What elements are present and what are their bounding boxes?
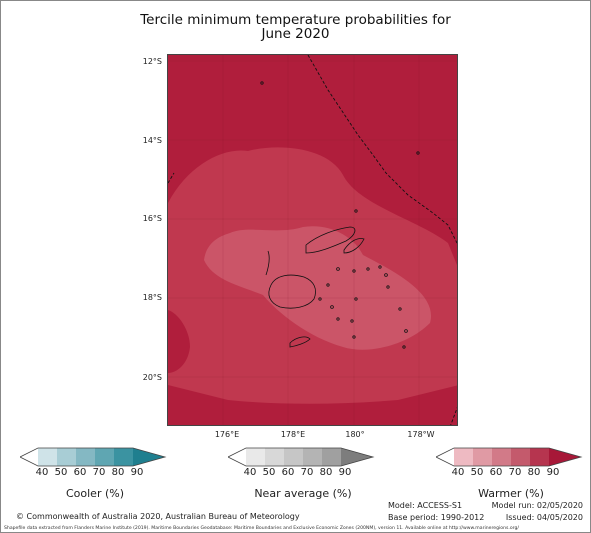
cooler-legend: 40 50 60 70 80 90 Cooler (%) bbox=[20, 447, 170, 507]
vanua-levu-island bbox=[305, 226, 356, 254]
warmer-90-coastal-patch bbox=[168, 310, 190, 373]
warmer-swatch-under bbox=[436, 448, 454, 466]
near-tick-90: 90 bbox=[338, 467, 352, 478]
warmer-legend-title: Warmer (%) bbox=[478, 487, 544, 500]
eez-boundary-bottom bbox=[450, 407, 457, 425]
warmer-tick-80: 80 bbox=[527, 467, 541, 478]
probability-map bbox=[167, 54, 458, 426]
shapefile-attribution: Shapefile data extracted from Flanders M… bbox=[4, 526, 519, 531]
cooler-swatch-60-70 bbox=[76, 448, 95, 466]
near-tick-80: 80 bbox=[319, 467, 333, 478]
copyright-notice: © Commonwealth of Australia 2020, Austra… bbox=[16, 512, 300, 521]
near-tick-50: 50 bbox=[262, 467, 276, 478]
near-average-legend-title: Near average (%) bbox=[254, 487, 352, 500]
warmer-70-region bbox=[204, 226, 432, 350]
viti-levu-island bbox=[268, 274, 316, 309]
cooler-swatch-50-60 bbox=[57, 448, 76, 466]
near-swatch-under bbox=[228, 448, 246, 466]
cooler-tick-60: 60 bbox=[73, 467, 87, 478]
cooler-tick-70: 70 bbox=[92, 467, 106, 478]
graticule bbox=[168, 55, 457, 425]
near-swatch-60-70 bbox=[284, 448, 303, 466]
probability-map-canvas bbox=[168, 55, 457, 425]
model-run-date: Model run: 02/05/2020 bbox=[491, 501, 583, 510]
warmer-tick-90: 90 bbox=[546, 467, 560, 478]
warmer-swatch-40-50 bbox=[454, 448, 473, 466]
near-average-colorbar bbox=[228, 447, 375, 467]
warmer-colorbar bbox=[436, 447, 583, 467]
warmer-swatch-over bbox=[549, 448, 581, 466]
warmer-swatch-80-90 bbox=[530, 448, 549, 466]
lon-label-178w: 178°W bbox=[407, 430, 435, 439]
cooler-tick-80: 80 bbox=[111, 467, 125, 478]
cooler-tick-40: 40 bbox=[35, 467, 49, 478]
lon-label-180: 180° bbox=[345, 430, 365, 439]
eez-boundary-left bbox=[168, 172, 175, 184]
warmer-swatch-70-80 bbox=[511, 448, 530, 466]
lat-label-18s: 18°S bbox=[142, 293, 162, 302]
near-swatch-over bbox=[341, 448, 373, 466]
cooler-tick-90: 90 bbox=[130, 467, 144, 478]
lat-label-16s: 16°S bbox=[142, 214, 162, 223]
cooler-legend-title: Cooler (%) bbox=[65, 487, 125, 500]
near-tick-40: 40 bbox=[243, 467, 257, 478]
lon-label-176e: 176°E bbox=[214, 430, 240, 439]
near-tick-70: 70 bbox=[300, 467, 314, 478]
kadavu-island bbox=[289, 336, 311, 348]
yasawa-islands bbox=[265, 250, 270, 276]
lon-label-178e: 178°E bbox=[280, 430, 306, 439]
warmer-swatch-50-60 bbox=[473, 448, 492, 466]
issued-date: Issued: 04/05/2020 bbox=[505, 513, 583, 522]
near-average-legend: 40 50 60 70 80 90 Near average (%) bbox=[228, 447, 378, 507]
lat-label-20s: 20°S bbox=[142, 373, 162, 382]
base-period: Base period: 1990-2012 bbox=[388, 513, 485, 522]
cooler-swatch-70-80 bbox=[95, 448, 114, 466]
near-swatch-80-90 bbox=[322, 448, 341, 466]
cooler-swatch-over bbox=[133, 448, 165, 466]
cooler-swatch-40-50 bbox=[38, 448, 57, 466]
near-swatch-40-50 bbox=[246, 448, 265, 466]
cooler-swatch-under bbox=[20, 448, 38, 466]
cooler-colorbar bbox=[20, 447, 167, 467]
warmer-tick-70: 70 bbox=[508, 467, 522, 478]
map-title-line1: Tercile minimum temperature probabilitie… bbox=[140, 12, 451, 28]
warmer-legend: 40 50 60 70 80 90 Warmer (%) bbox=[436, 447, 586, 507]
near-tick-60: 60 bbox=[281, 467, 295, 478]
warmer-tick-50: 50 bbox=[470, 467, 484, 478]
warmer-tick-60: 60 bbox=[489, 467, 503, 478]
lat-label-14s: 14°S bbox=[142, 136, 162, 145]
eez-boundary-line bbox=[307, 55, 457, 245]
cooler-tick-50: 50 bbox=[54, 467, 68, 478]
near-swatch-50-60 bbox=[265, 448, 284, 466]
taveuni-island bbox=[343, 238, 365, 254]
small-islands bbox=[260, 81, 420, 349]
map-title-line2: June 2020 bbox=[261, 26, 330, 42]
lat-label-12s: 12°S bbox=[142, 57, 162, 66]
warmer-tick-40: 40 bbox=[451, 467, 465, 478]
model-name: Model: ACCESS-S1 bbox=[388, 501, 463, 510]
cooler-swatch-80-90 bbox=[114, 448, 133, 466]
warmer-swatch-60-70 bbox=[492, 448, 511, 466]
near-swatch-70-80 bbox=[303, 448, 322, 466]
